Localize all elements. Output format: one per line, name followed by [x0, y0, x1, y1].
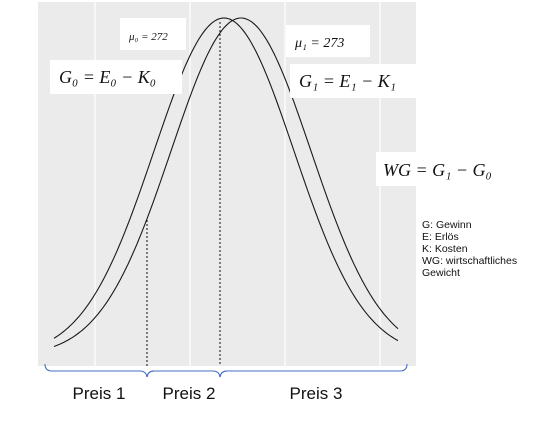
legend-gewinn: G: Gewinn	[422, 219, 472, 231]
wg-formula: WG = G₁ − G₀	[383, 160, 492, 180]
legend-gewicht: Gewicht	[422, 267, 460, 279]
brace-price3	[219, 363, 408, 378]
curve-mu0	[53, 17, 399, 342]
price2-label: Preis 2	[163, 384, 216, 403]
g0-formula: G₀ = E₀ − K₀	[59, 67, 156, 87]
price-braces	[44, 363, 408, 378]
g1-formula: G₁ = E₁ − K₁	[299, 71, 396, 91]
legend-wg: WG: wirtschaftliches	[422, 255, 518, 267]
legend-kosten: K: Kosten	[422, 243, 468, 255]
brace-price2	[146, 370, 228, 378]
price3-label: Preis 3	[290, 384, 343, 403]
curve-mu1	[53, 17, 399, 348]
mu1-label: μ₁ = 273	[294, 36, 344, 51]
legend: G: Gewinn E: Erlös K: Kosten WG: wirtsch…	[422, 219, 517, 279]
legend-erloes: E: Erlös	[422, 231, 459, 243]
mu0-label: μ₀ = 272	[128, 31, 168, 43]
price1-label: Preis 1	[73, 384, 126, 403]
